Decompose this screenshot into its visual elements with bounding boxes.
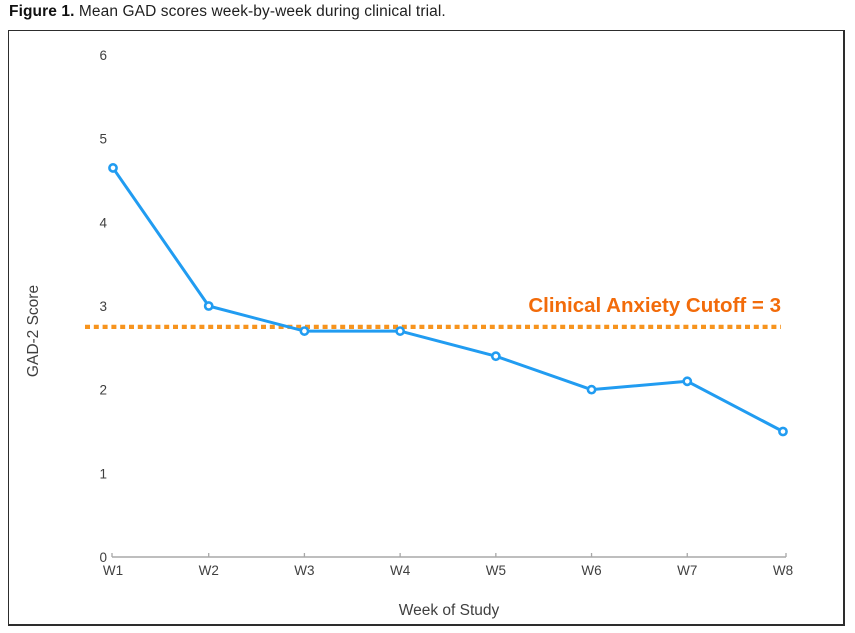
- y-tick-label: 5: [99, 132, 107, 147]
- y-tick-label: 0: [99, 550, 107, 565]
- data-point-marker: [778, 426, 788, 437]
- figure-caption: Figure 1. Mean GAD scores week-by-week d…: [9, 3, 446, 21]
- series-line: [111, 166, 785, 433]
- data-point-marker: [203, 301, 214, 311]
- x-tick-label: W6: [581, 563, 601, 578]
- figure-number: Figure 1.: [9, 3, 75, 20]
- data-point-marker: [108, 163, 118, 173]
- y-tick-label: 4: [99, 215, 107, 230]
- data-point-marker: [490, 351, 501, 362]
- x-tick-label: W7: [677, 563, 697, 578]
- x-tick-label: W2: [199, 563, 219, 578]
- x-axis-title: Week of Study: [399, 602, 500, 619]
- figure-caption-text: Mean GAD scores week-by-week during clin…: [78, 3, 446, 20]
- y-tick-label: 3: [99, 299, 107, 314]
- x-tick-label: W5: [486, 563, 506, 578]
- data-point-marker: [395, 326, 406, 336]
- x-tick-label: W4: [390, 563, 411, 578]
- data-point-marker: [586, 384, 597, 395]
- y-tick-label: 6: [99, 48, 107, 63]
- data-point-marker: [299, 326, 310, 336]
- y-tick-label: 2: [99, 383, 107, 398]
- y-tick-label: 1: [99, 466, 107, 481]
- x-tick-label: W1: [103, 563, 123, 578]
- data-point-marker: [682, 376, 693, 387]
- x-tick-label: W8: [773, 563, 793, 578]
- cutoff-label: Clinical Anxiety Cutoff = 3: [528, 294, 781, 317]
- y-axis-title: GAD-2 Score: [25, 285, 42, 377]
- x-tick-label: W3: [294, 563, 314, 578]
